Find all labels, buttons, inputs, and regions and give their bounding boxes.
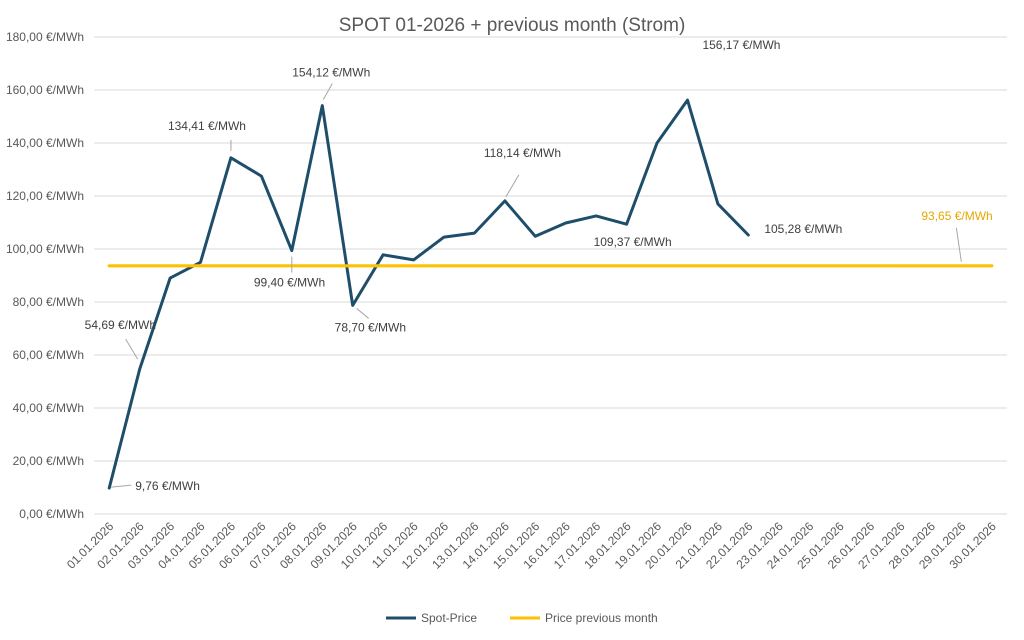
y-tick-label: 160,00 €/MWh [6,83,84,97]
data-label-leader [356,308,370,319]
legend-label: Price previous month [545,611,658,625]
y-tick-label: 180,00 €/MWh [6,30,84,44]
x-axis-tick-labels: 01.01.202602.01.202603.01.202604.01.2026… [64,519,999,572]
data-label: 99,40 €/MWh [254,276,325,290]
y-tick-label: 60,00 €/MWh [13,348,84,362]
legend-item-spot-price[interactable]: Spot-Price [386,611,477,625]
chart-title: SPOT 01-2026 + previous month (Strom) [339,15,686,36]
data-label: 118,14 €/MWh [484,146,561,160]
data-label-leader [505,174,520,198]
y-tick-label: 80,00 €/MWh [13,295,84,309]
data-label-leader [955,227,962,262]
y-tick-label: 0,00 €/MWh [19,507,84,521]
series-lines [107,98,994,490]
data-label: 78,70 €/MWh [335,320,406,334]
legend-item-previous-month[interactable]: Price previous month [510,611,658,625]
data-label: 9,76 €/MWh [135,479,200,493]
series-line-spot-price [107,98,750,490]
data-label: 105,28 €/MWh [764,222,842,236]
data-label: 134,41 €/MWh [168,119,246,133]
data-label-leader [322,83,333,100]
y-tick-label: 100,00 €/MWh [6,242,84,256]
data-label: 93,65 €/MWh [921,209,992,223]
data-label-leader [111,484,132,488]
y-tick-label: 120,00 €/MWh [6,189,84,203]
y-tick-label: 20,00 €/MWh [13,454,84,468]
data-label-leader [125,338,139,360]
data-label: 109,37 €/MWh [594,235,672,249]
y-tick-label: 140,00 €/MWh [6,136,84,150]
data-labels: 9,76 €/MWh 54,69 €/MWh 134,41 €/MWh 99,40 €… [85,38,993,493]
legend-label: Spot-Price [421,611,477,625]
data-label: 54,69 €/MWh [85,318,156,332]
legend[interactable]: Spot-Price Price previous month [386,611,658,625]
data-label: 154,12 €/MWh [292,66,370,80]
data-label: 156,17 €/MWh [702,38,780,52]
y-axis-tick-labels: 0,00 €/MWh 20,00 €/MWh 40,00 €/MWh 60,00 €/… [6,30,84,521]
y-tick-label: 40,00 €/MWh [13,401,84,415]
gridlines [94,36,1007,515]
